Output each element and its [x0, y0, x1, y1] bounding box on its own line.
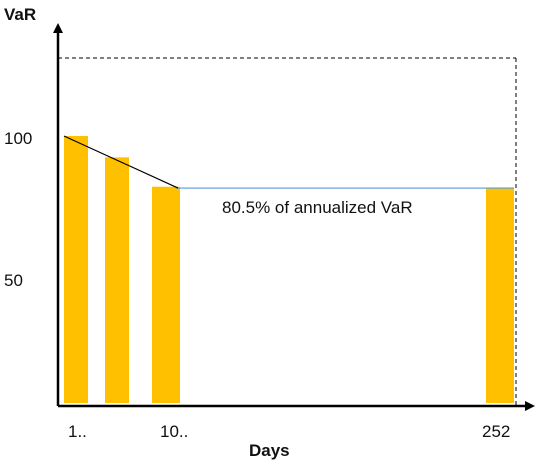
bar-day-10 — [152, 186, 180, 403]
bars-group — [64, 136, 514, 403]
bar-day-1 — [64, 136, 88, 403]
x-tick-label-252: 252 — [482, 422, 510, 441]
y-tick-label-50: 50 — [4, 271, 23, 290]
trend-line — [63, 135, 179, 189]
x-tick-labels: 1.. 10.. 252 — [68, 422, 510, 441]
x-tick-label-10: 10.. — [160, 422, 188, 441]
annotation-label: 80.5% of annualized VaR — [222, 198, 413, 217]
x-axis-title: Days — [249, 441, 290, 460]
y-tick-labels: 100 50 — [4, 129, 32, 290]
bar-day-5 — [105, 157, 129, 403]
y-tick-label-100: 100 — [4, 129, 32, 148]
x-tick-label-1: 1.. — [68, 422, 87, 441]
y-axis-title: VaR — [4, 5, 36, 24]
bar-day-252 — [486, 188, 514, 403]
